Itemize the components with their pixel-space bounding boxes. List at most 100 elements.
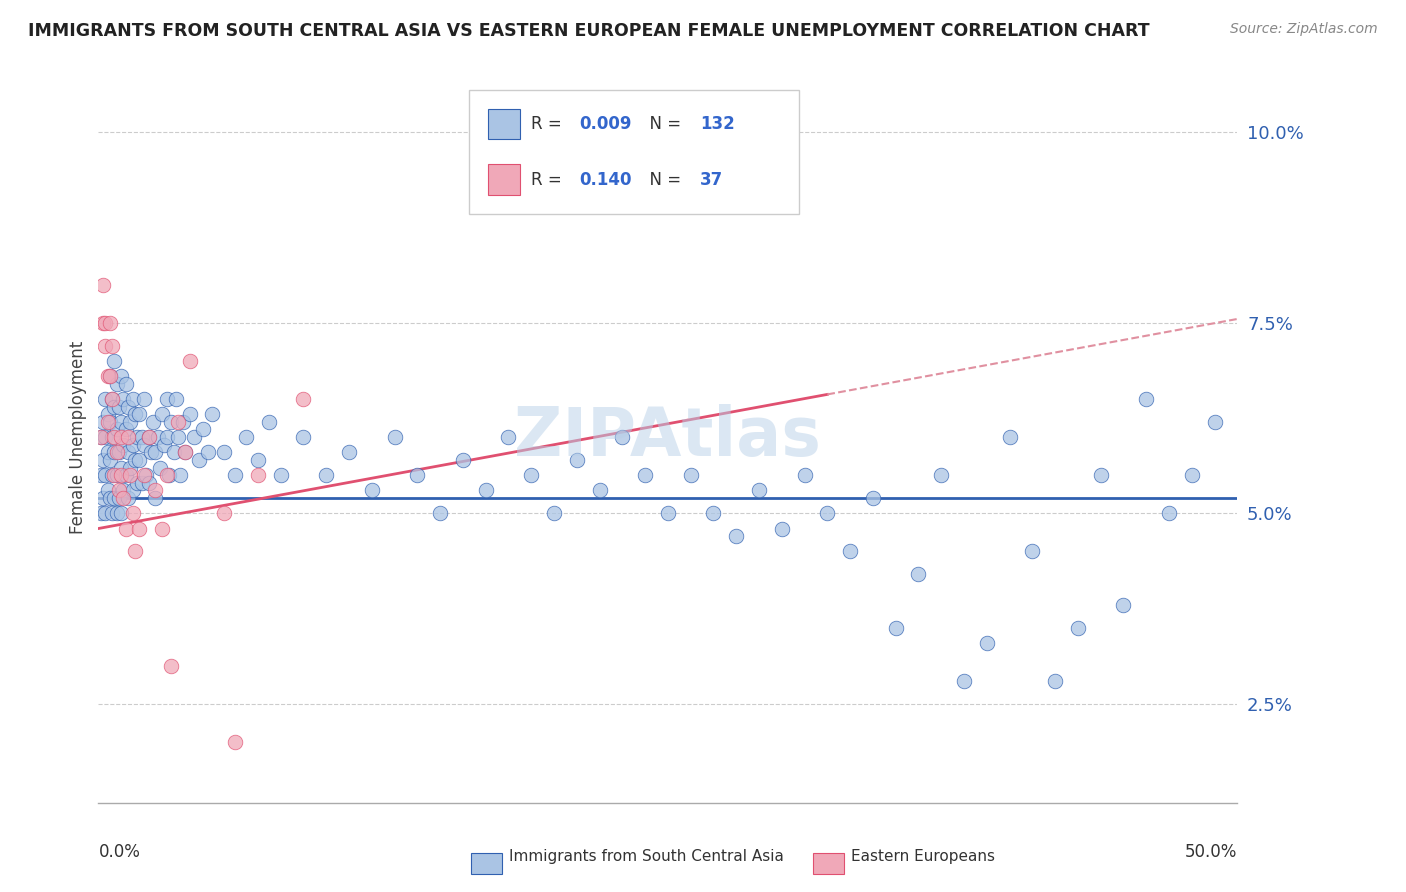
Text: N =: N = — [640, 170, 686, 188]
Point — [94, 468, 117, 483]
Point — [112, 438, 135, 452]
Point — [612, 430, 634, 444]
Point — [94, 392, 117, 406]
Point — [98, 491, 121, 505]
Text: ZIPAtlas: ZIPAtlas — [515, 404, 821, 470]
Point — [793, 468, 815, 483]
Point — [160, 415, 183, 429]
Point — [150, 407, 173, 421]
Point — [976, 636, 998, 650]
Point — [212, 445, 235, 459]
Point — [131, 475, 153, 490]
Point — [174, 445, 197, 459]
Text: 37: 37 — [700, 170, 723, 188]
Point — [165, 392, 187, 406]
Point — [120, 460, 142, 475]
Point — [108, 491, 131, 505]
Point — [91, 415, 114, 429]
Point — [131, 430, 153, 444]
Point — [1135, 392, 1157, 406]
Point — [121, 506, 143, 520]
Y-axis label: Female Unemployment: Female Unemployment — [69, 341, 87, 533]
Point — [1090, 468, 1112, 483]
Point — [907, 567, 929, 582]
Point — [183, 430, 205, 444]
Point — [657, 506, 679, 520]
Point — [145, 483, 167, 498]
Point — [474, 483, 496, 498]
Point — [1181, 468, 1204, 483]
Point — [429, 506, 451, 520]
Point — [101, 430, 124, 444]
Point — [96, 415, 118, 429]
Point — [94, 430, 117, 444]
Point — [117, 445, 139, 459]
Text: 0.009: 0.009 — [579, 115, 631, 133]
Point — [96, 369, 118, 384]
Point — [112, 483, 135, 498]
Point — [292, 430, 315, 444]
Point — [406, 468, 429, 483]
Point — [292, 392, 315, 406]
Point — [96, 407, 118, 421]
Point — [167, 415, 190, 429]
Point — [98, 415, 121, 429]
Point — [748, 483, 770, 498]
Point — [815, 506, 838, 520]
Point — [91, 316, 114, 330]
Point — [103, 445, 125, 459]
FancyBboxPatch shape — [468, 90, 799, 214]
Point — [1157, 506, 1180, 520]
Point — [98, 316, 121, 330]
Point — [132, 438, 155, 452]
Point — [132, 392, 155, 406]
Point — [156, 392, 179, 406]
Point — [235, 430, 257, 444]
Point — [91, 491, 114, 505]
Text: R =: R = — [531, 170, 567, 188]
Point — [98, 453, 121, 467]
Point — [114, 468, 136, 483]
Point — [117, 400, 139, 414]
Point — [110, 415, 132, 429]
Point — [150, 521, 173, 535]
Point — [679, 468, 702, 483]
Point — [103, 400, 125, 414]
Point — [128, 407, 150, 421]
Point — [360, 483, 382, 498]
Point — [167, 430, 190, 444]
Point — [929, 468, 952, 483]
Point — [124, 407, 146, 421]
Point — [110, 430, 132, 444]
Point — [142, 415, 165, 429]
Text: 50.0%: 50.0% — [1185, 843, 1237, 861]
Point — [105, 445, 128, 459]
Point — [138, 430, 160, 444]
Point — [101, 392, 124, 406]
Point — [543, 506, 565, 520]
Point — [146, 430, 169, 444]
Point — [110, 468, 132, 483]
Point — [212, 506, 235, 520]
Point — [157, 468, 180, 483]
Text: Source: ZipAtlas.com: Source: ZipAtlas.com — [1230, 22, 1378, 37]
Point — [179, 407, 201, 421]
Point — [1043, 673, 1066, 688]
Point — [105, 376, 128, 391]
Point — [101, 392, 124, 406]
Point — [149, 460, 172, 475]
Point — [121, 392, 143, 406]
Point — [96, 445, 118, 459]
Point — [246, 468, 269, 483]
Point — [110, 460, 132, 475]
Point — [110, 369, 132, 384]
Text: N =: N = — [640, 115, 686, 133]
Point — [120, 415, 142, 429]
Point — [101, 468, 124, 483]
Point — [156, 468, 179, 483]
Point — [1112, 598, 1135, 612]
Point — [839, 544, 862, 558]
Point — [101, 339, 124, 353]
Point — [114, 422, 136, 436]
Point — [138, 475, 160, 490]
